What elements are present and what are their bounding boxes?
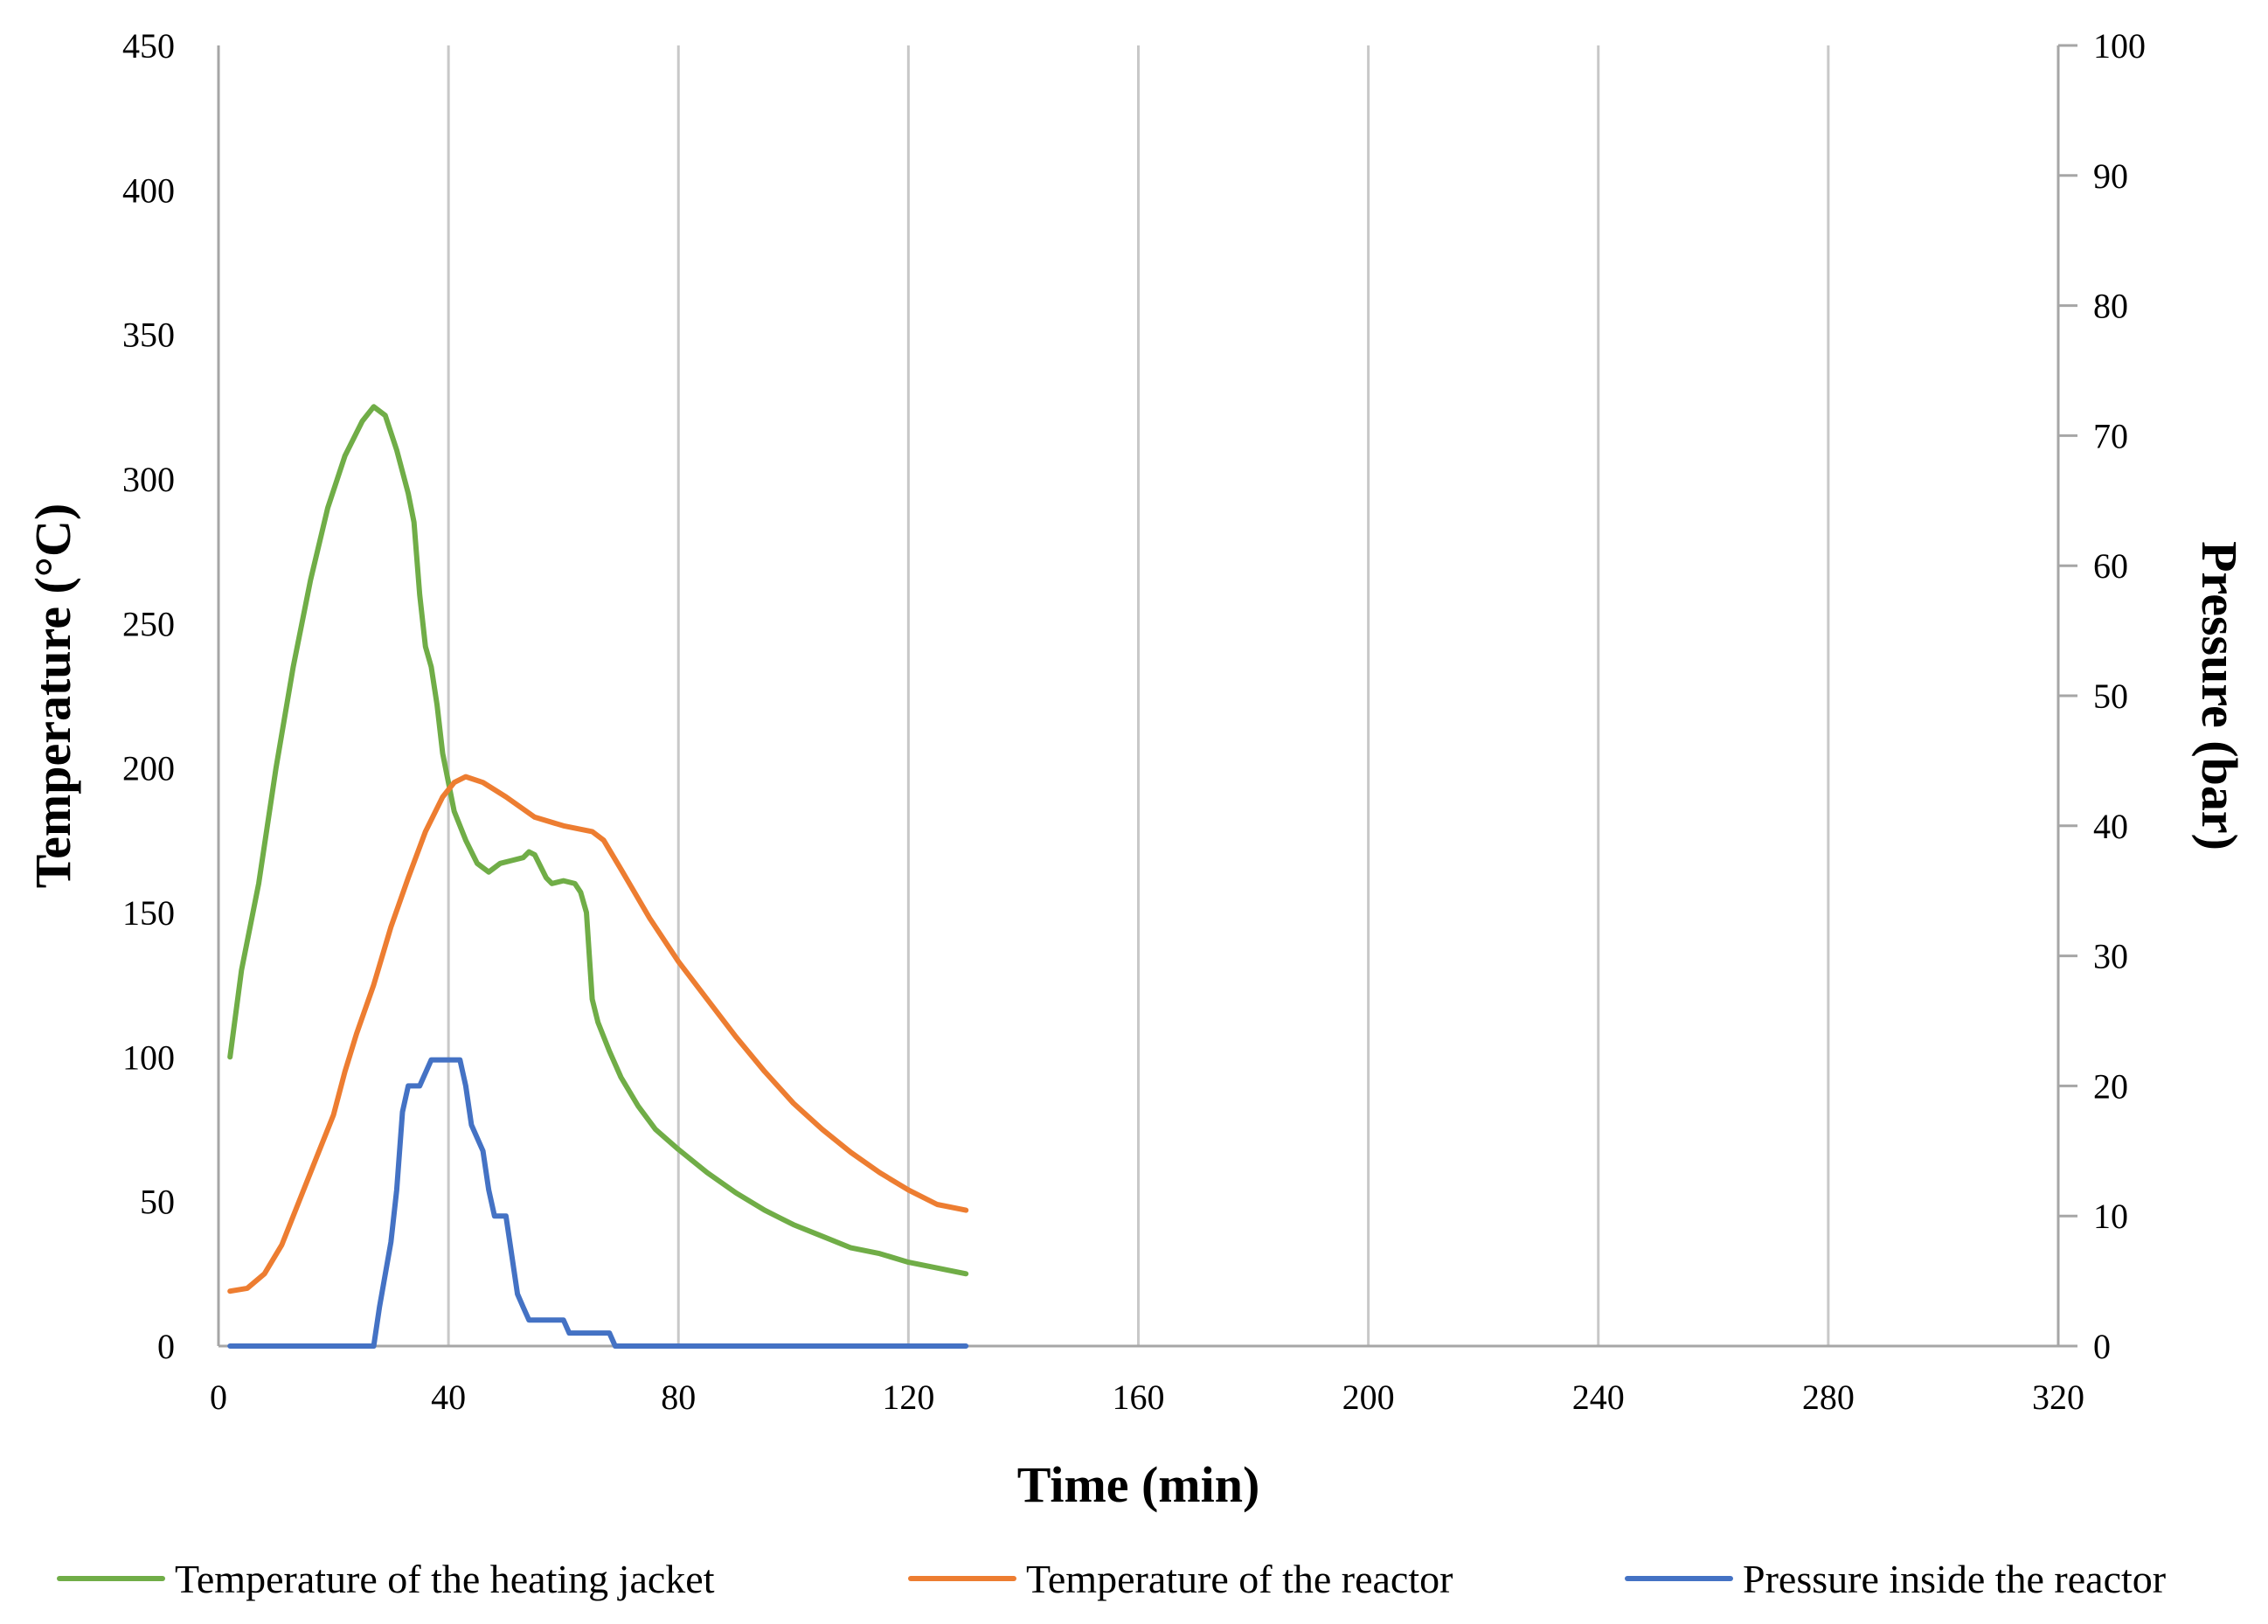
y-right-tick-label: 10 [2093, 1197, 2128, 1236]
y-left-tick-label: 150 [122, 893, 175, 933]
x-tick-label: 320 [2032, 1378, 2084, 1417]
y-right-tick-label: 30 [2093, 937, 2128, 976]
y-left-tick-label: 400 [122, 170, 175, 210]
data-series [227, 404, 969, 1349]
legend-label-reactor-pressure: Pressure inside the reactor [1743, 1557, 2166, 1601]
y-left-tick-label: 100 [122, 1038, 175, 1077]
y-left-tick-label: 350 [122, 316, 175, 355]
series-line-0 [227, 404, 969, 1277]
x-tick-label: 200 [1342, 1378, 1395, 1417]
y-right-tick-label: 80 [2093, 287, 2128, 326]
y-right-tick-label: 40 [2093, 807, 2128, 846]
y-right-tick-label: 90 [2093, 156, 2128, 196]
axis-ticks: 0 40 80 120 160 200 240 280 32005010015020025030… [122, 26, 2146, 1417]
x-tick-label: 0 [210, 1378, 227, 1417]
y-right-tick-label: 70 [2093, 416, 2128, 455]
y-left-tick-label: 250 [122, 604, 175, 643]
x-axis-title: Time (min) [1017, 1456, 1260, 1513]
legend-label-reactor-temperature: Temperature of the reactor [1026, 1557, 1453, 1601]
x-tick-label: 160 [1113, 1378, 1165, 1417]
series-line-1 [227, 774, 969, 1294]
y-axis-left-title: Temperature (°C) [24, 503, 81, 888]
x-tick-label: 40 [431, 1378, 466, 1417]
legend-label-heating-jacket: Temperature of the heating jacket [175, 1557, 715, 1601]
y-left-tick-label: 200 [122, 749, 175, 788]
y-left-tick-label: 50 [140, 1183, 175, 1222]
series-line-2 [227, 1057, 969, 1349]
y-right-tick-label: 50 [2093, 677, 2128, 716]
y-right-tick-label: 100 [2093, 26, 2146, 66]
legend: Temperature of the heating jacket Temper… [57, 1557, 2166, 1601]
y-left-tick-label: 450 [122, 26, 175, 66]
y-right-tick-label: 60 [2093, 546, 2128, 586]
y-axis-right-title: Pressure (bar) [2191, 541, 2248, 850]
x-tick-label: 120 [882, 1378, 934, 1417]
y-right-tick-label: 20 [2093, 1066, 2128, 1106]
vertical-gridlines [447, 45, 1830, 1346]
x-tick-label: 280 [1802, 1378, 1855, 1417]
y-left-tick-label: 300 [122, 460, 175, 499]
x-tick-label: 80 [661, 1378, 696, 1417]
x-tick-label: 240 [1572, 1378, 1625, 1417]
y-right-tick-label: 0 [2093, 1327, 2111, 1366]
y-left-tick-label: 0 [157, 1327, 175, 1366]
